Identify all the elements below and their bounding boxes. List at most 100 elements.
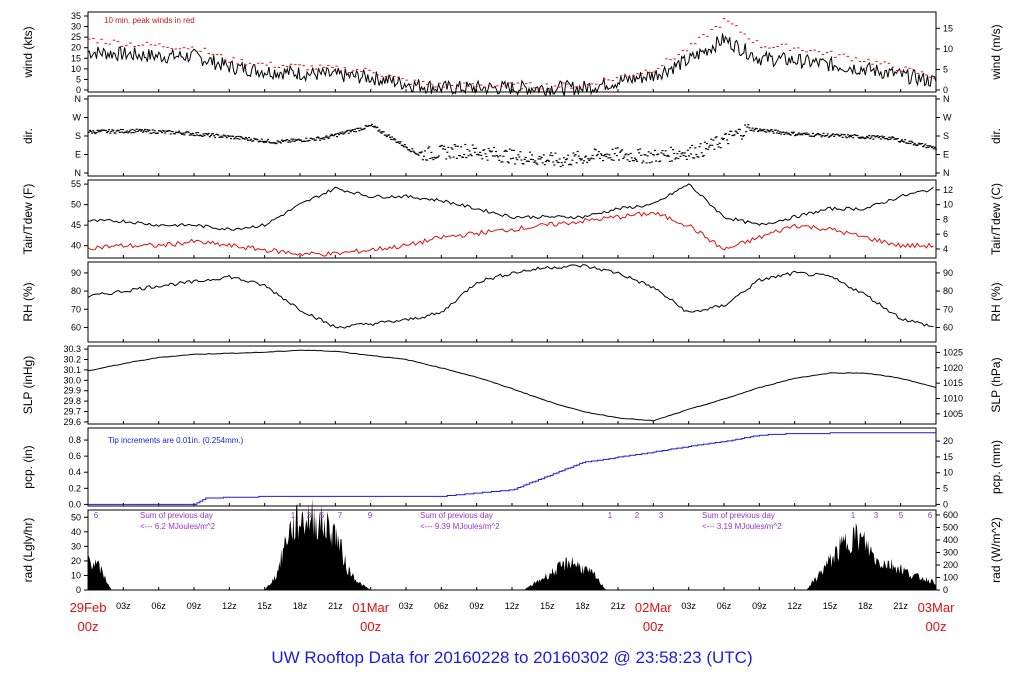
rh-ylabel-right: RH (%) [989, 282, 1003, 321]
temp-right-tick-label: 6 [943, 229, 948, 239]
rad-left-tick-label: 10 [71, 570, 81, 580]
x-tick-label: 21z [611, 601, 626, 611]
slp-left-tick-label: 30.3 [63, 344, 81, 354]
slp-left-tick-label: 29.9 [63, 386, 81, 396]
x-tick-label: 18z [858, 601, 873, 611]
x-tick-label: 18z [575, 601, 590, 611]
wind-panel-frame [87, 11, 937, 93]
x-tick-label: 09z [187, 601, 202, 611]
x-tick-label: 06z [151, 601, 166, 611]
dir-ylabel-left: dir. [21, 128, 35, 144]
rad-day-sum-value: <--- 3.19 MJoules/m^2 [702, 522, 782, 531]
x-date-hour-label: 00z [643, 619, 664, 634]
dir-right-tick-label: N [943, 168, 950, 178]
x-tick-label: 03z [116, 601, 131, 611]
slp-right-tick-label: 1015 [943, 378, 963, 388]
slp-ylabel-left: SLP (inHg) [21, 356, 35, 414]
temp-panel-frame [87, 179, 937, 259]
rad-right-tick-label: 200 [943, 560, 958, 570]
pcp-left-tick-label: 0.0 [68, 499, 81, 509]
rad-day-sum-value: <--- 9.39 MJoules/m^2 [420, 522, 500, 531]
rad-hour-mark: 3 [307, 511, 312, 520]
temp-right-tick-label: 4 [943, 244, 948, 254]
wind-left-tick-label: 25 [71, 32, 81, 42]
rad-hour-mark: 6 [928, 511, 933, 520]
tdew-line [87, 211, 934, 257]
wind-left-tick-label: 35 [71, 11, 81, 21]
dir-left-tick-label: S [75, 131, 81, 141]
x-date-label: 02Mar [635, 600, 673, 615]
x-tick-label: 15z [540, 601, 555, 611]
dir-left-tick-label: E [75, 150, 81, 160]
x-date-hour-label: 00z [926, 619, 947, 634]
rad-left-tick-label: 30 [71, 541, 81, 551]
dir-right-tick-label: N [943, 94, 950, 104]
rad-hour-mark: 1 [608, 511, 613, 520]
wind-left-tick-label: 30 [71, 22, 81, 32]
pcp-right-tick-label: 0 [943, 499, 948, 509]
temp-right-tick-label: 8 [943, 214, 948, 224]
rad-hour-mark: 6 [94, 511, 99, 520]
rad-panel-frame [87, 509, 937, 591]
x-date-label: 03Mar [918, 600, 956, 615]
rad-left-tick-label: 40 [71, 527, 81, 537]
x-tick-label: 15z [257, 601, 272, 611]
x-tick-label: 12z [505, 601, 520, 611]
dir-right-tick-label: E [943, 150, 949, 160]
temp-right-tick-label: 10 [943, 200, 953, 210]
wind-left-tick-label: 10 [71, 64, 81, 74]
rad-left-tick-label: 20 [71, 556, 81, 566]
rad-left-tick-label: 50 [71, 512, 81, 522]
slp-right-tick-label: 1010 [943, 393, 963, 403]
rad-left-tick-label: 0 [76, 585, 81, 595]
rh-right-tick-label: 60 [943, 322, 953, 332]
rad-hour-mark: 5 [899, 511, 904, 520]
x-tick-label: 15z [823, 601, 838, 611]
pcp-ylabel-left: pcp. (in) [21, 445, 35, 488]
wind-left-tick-label: 0 [76, 85, 81, 95]
x-tick-label: 09z [469, 601, 484, 611]
pcp-left-tick-label: 0.2 [68, 483, 81, 493]
rh-right-tick-label: 70 [943, 304, 953, 314]
wind-ylabel-left: wind (kts) [21, 26, 35, 78]
rad-ylabel-left: rad (Lgly/hr) [21, 518, 35, 583]
slp-left-tick-label: 29.6 [63, 417, 81, 427]
slp-ylabel-right: SLP (hPa) [989, 357, 1003, 412]
wind-left-tick-label: 5 [76, 74, 81, 84]
wind-right-tick-label: 5 [943, 64, 948, 74]
slp-left-tick-label: 30.0 [63, 375, 81, 385]
temp-left-tick-label: 50 [71, 200, 81, 210]
rh-ylabel-left: RH (%) [21, 282, 35, 321]
rad-hour-mark: 7 [338, 511, 343, 520]
slp-left-tick-label: 30.1 [63, 365, 81, 375]
rad-right-tick-label: 0 [943, 585, 948, 595]
temp-ylabel-right: Tair/Tdew (C) [989, 183, 1003, 255]
pcp-left-tick-label: 0.4 [68, 467, 81, 477]
wind-left-tick-label: 20 [71, 43, 81, 53]
dir-right-tick-label: W [943, 113, 952, 123]
slp-right-tick-label: 1025 [943, 347, 963, 357]
x-tick-label: 12z [222, 601, 237, 611]
pcp-left-tick-label: 0.8 [68, 435, 81, 445]
rad-day-sum-value: <--- 6.2 MJoules/m^2 [140, 522, 216, 531]
x-tick-label: 06z [434, 601, 449, 611]
rad-hour-mark: 1 [291, 511, 296, 520]
wind-note: 10 min. peak winds in red [104, 16, 195, 25]
dir-left-tick-label: N [75, 94, 82, 104]
rad-right-tick-label: 500 [943, 522, 958, 532]
rh-left-tick-label: 60 [71, 322, 81, 332]
tair-line [87, 183, 934, 231]
dir-ylabel-right: dir. [989, 128, 1003, 144]
x-tick-label: 03z [681, 601, 696, 611]
rad-ylabel-right: rad (W/m^2) [989, 517, 1003, 583]
pcp-right-tick-label: 15 [943, 452, 953, 462]
rad-day-sum-title: Sum of previous day [140, 511, 213, 520]
temp-left-tick-label: 55 [71, 179, 81, 189]
rh-right-tick-label: 80 [943, 286, 953, 296]
rad-hour-mark: 1 [851, 511, 856, 520]
x-tick-label: 21z [893, 601, 908, 611]
rad-day-sum-title: Sum of previous day [420, 511, 493, 520]
rh-left-tick-label: 90 [71, 268, 81, 278]
